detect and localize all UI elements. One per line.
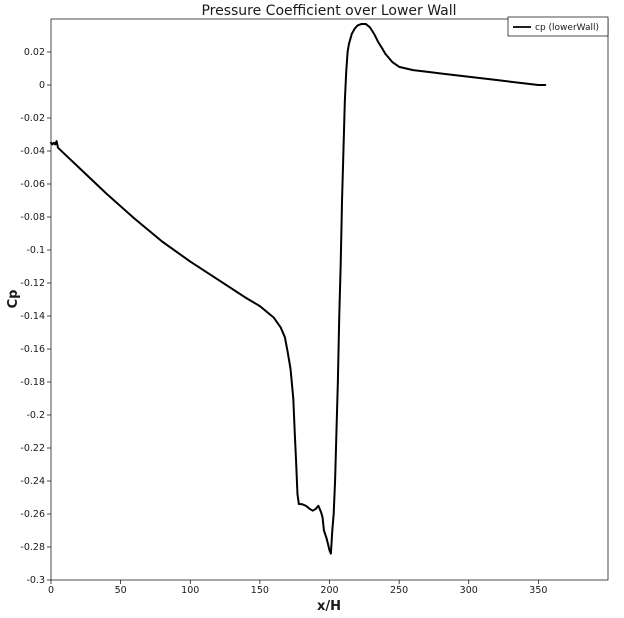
y-tick-label: -0.1	[26, 245, 45, 256]
series-line-0	[50, 22, 547, 555]
plot-area-frame	[50, 18, 609, 581]
chart-title: Pressure Coefficient over Lower Wall	[201, 3, 456, 19]
y-tick-label: -0.18	[20, 377, 45, 388]
legend-label: cp (lowerWall)	[535, 23, 599, 33]
x-axis-ticks: 0 50 100 150 200 250 300 350	[48, 580, 547, 596]
y-tick-label: -0.3	[26, 575, 45, 586]
y-tick-label: 0.02	[24, 47, 45, 58]
x-tick-label: 50	[115, 585, 127, 596]
y-axis-title: Cp	[6, 290, 21, 309]
y-tick-label: -0.04	[20, 146, 45, 157]
legend-box	[507, 16, 609, 37]
y-tick-label: -0.14	[20, 311, 45, 322]
y-axis-ticks: 0.02 0 -0.02 -0.04 -0.06 -0.08 -0.1 -0.12 -0.14 -…	[20, 47, 51, 586]
y-tick-label: -0.08	[20, 212, 45, 223]
y-tick-label: -0.28	[20, 542, 45, 553]
y-tick-label: -0.16	[20, 344, 45, 355]
y-tick-label: 0	[39, 80, 45, 91]
series-layer	[50, 22, 547, 555]
y-tick-label: -0.26	[20, 509, 45, 520]
x-tick-label: 0	[48, 585, 54, 596]
y-tick-label: -0.02	[20, 113, 45, 124]
y-tick-label: -0.12	[20, 278, 45, 289]
x-axis-title: x/H	[317, 599, 341, 614]
y-tick-label: -0.22	[20, 443, 45, 454]
x-tick-label: 350	[529, 585, 547, 596]
x-tick-label: 150	[251, 585, 269, 596]
x-tick-label: 300	[460, 585, 478, 596]
y-tick-label: -0.24	[20, 476, 45, 487]
y-tick-label: -0.2	[26, 410, 45, 421]
x-tick-label: 250	[390, 585, 408, 596]
legend: cp (lowerWall)	[507, 16, 609, 37]
y-tick-label: -0.06	[20, 179, 45, 190]
x-tick-label: 200	[320, 585, 338, 596]
x-tick-label: 100	[181, 585, 199, 596]
